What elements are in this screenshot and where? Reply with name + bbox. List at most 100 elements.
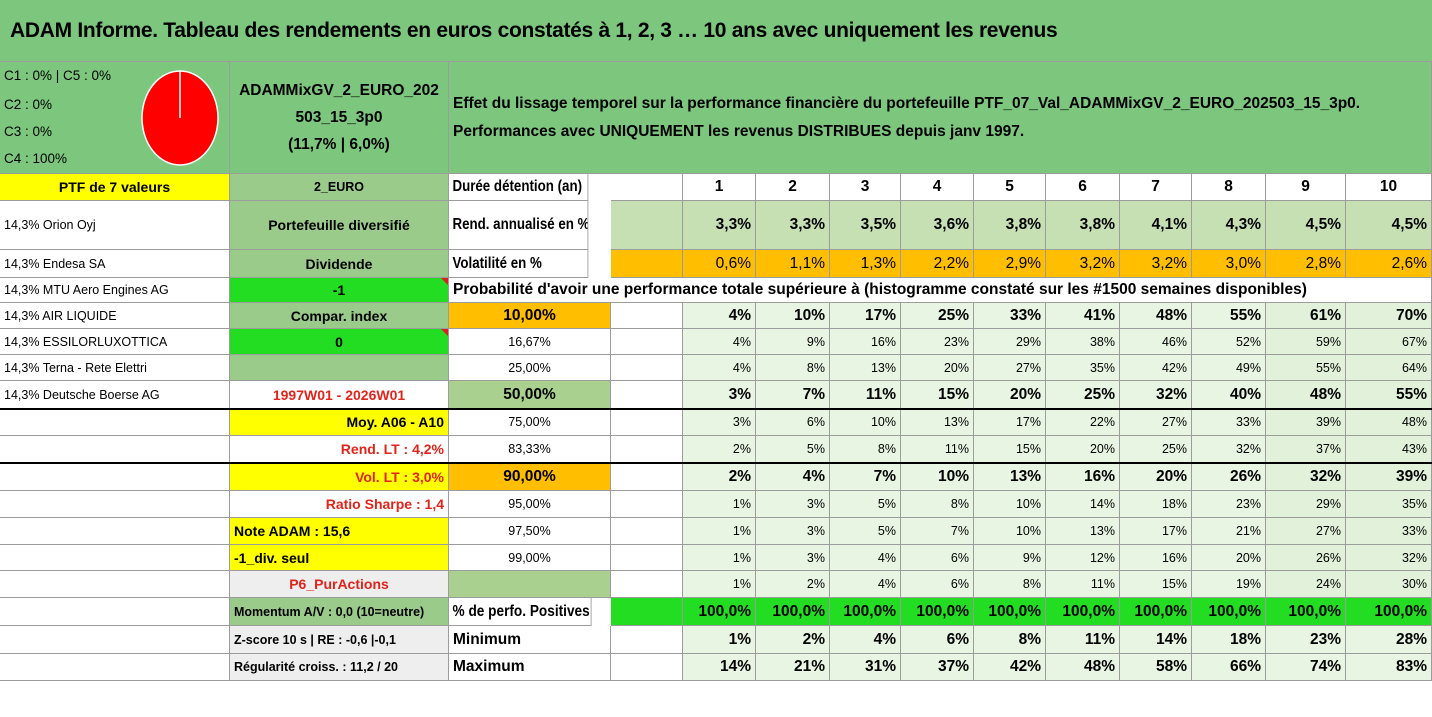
dividend-value-cell[interactable]: -1 (230, 278, 449, 303)
year-header-4[interactable]: 4 (901, 174, 974, 201)
prob-value-cell[interactable]: 3% (756, 491, 830, 518)
prob-value-cell[interactable]: 32% (1266, 463, 1346, 491)
prob-value-cell[interactable]: 27% (974, 355, 1046, 381)
rend-value-cell[interactable]: 4,5% (1346, 201, 1432, 250)
prob-value-cell[interactable]: 13% (974, 463, 1046, 491)
empty-cell[interactable] (611, 463, 683, 491)
pos-value-cell[interactable]: 100,0% (974, 598, 1046, 626)
pos-value-cell[interactable]: 100,0% (1046, 598, 1120, 626)
prob-value-cell[interactable]: 4% (756, 463, 830, 491)
pos-value-cell[interactable]: 100,0% (1266, 598, 1346, 626)
max-value-cell[interactable]: 48% (1046, 654, 1120, 681)
sharpe-cell[interactable]: Ratio Sharpe : 1,4 (230, 491, 449, 518)
vol-value-cell[interactable]: 1,1% (756, 250, 830, 278)
year-header-2[interactable]: 2 (756, 174, 830, 201)
min-value-cell[interactable]: 14% (1120, 626, 1192, 654)
prob-value-cell[interactable]: 70% (1346, 303, 1432, 329)
year-header-9[interactable]: 9 (1266, 174, 1346, 201)
pos-value-cell[interactable]: 100,0% (1120, 598, 1192, 626)
prob-value-cell[interactable]: 40% (1192, 381, 1266, 409)
prob-value-cell[interactable]: 10% (974, 491, 1046, 518)
prob-value-cell[interactable]: 4% (683, 303, 756, 329)
percentile-cell[interactable]: 95,00% (449, 491, 611, 518)
prob-value-cell[interactable]: 8% (974, 571, 1046, 598)
holding-6[interactable]: 14,3% Terna - Rete Elettri (0, 355, 230, 381)
prob-value-cell[interactable]: 21% (1192, 518, 1266, 545)
empty-cell[interactable] (611, 518, 683, 545)
prob-value-cell[interactable]: 17% (830, 303, 901, 329)
empty-cell[interactable] (449, 571, 611, 598)
prob-value-cell[interactable]: 61% (1266, 303, 1346, 329)
prob-value-cell[interactable]: 15% (901, 381, 974, 409)
vol-value-cell[interactable]: 2,6% (1346, 250, 1432, 278)
prob-value-cell[interactable]: 4% (830, 571, 901, 598)
empty-cell[interactable] (611, 654, 683, 681)
pos-value-cell[interactable]: 100,0% (756, 598, 830, 626)
prob-value-cell[interactable]: 5% (830, 518, 901, 545)
description-cell[interactable]: Effet du lissage temporel sur la perform… (449, 62, 1432, 174)
prob-value-cell[interactable]: 15% (1120, 571, 1192, 598)
empty-cell[interactable] (611, 545, 683, 571)
vol-value-cell[interactable]: 3,2% (1046, 250, 1120, 278)
note-adam-cell[interactable]: Note ADAM : 15,6 (230, 518, 449, 545)
min-value-cell[interactable]: 28% (1346, 626, 1432, 654)
prob-value-cell[interactable]: 23% (901, 329, 974, 355)
prob-value-cell[interactable]: 39% (1266, 409, 1346, 436)
max-value-cell[interactable]: 37% (901, 654, 974, 681)
prob-value-cell[interactable]: 22% (1046, 409, 1120, 436)
prob-value-cell[interactable]: 16% (830, 329, 901, 355)
prob-value-cell[interactable]: 33% (1346, 518, 1432, 545)
percentile-cell[interactable]: 99,00% (449, 545, 611, 571)
prob-value-cell[interactable]: 35% (1346, 491, 1432, 518)
p6-cell[interactable]: P6_PurActions (230, 571, 449, 598)
pos-value-cell[interactable]: 100,0% (1346, 598, 1432, 626)
pos-value-cell[interactable]: 100,0% (901, 598, 974, 626)
holding-4[interactable]: 14,3% AIR LIQUIDE (0, 303, 230, 329)
prob-value-cell[interactable]: 27% (1266, 518, 1346, 545)
rend-value-cell[interactable]: 4,5% (1266, 201, 1346, 250)
prob-value-cell[interactable]: 1% (683, 491, 756, 518)
empty-cell[interactable] (0, 409, 230, 436)
prob-value-cell[interactable]: 13% (1046, 518, 1120, 545)
empty-cell[interactable] (611, 174, 683, 201)
empty-cell[interactable] (611, 409, 683, 436)
prob-value-cell[interactable]: 55% (1266, 355, 1346, 381)
empty-cell[interactable] (0, 491, 230, 518)
percentile-cell[interactable]: 75,00% (449, 409, 611, 436)
max-label-cell[interactable]: Maximum (449, 654, 611, 681)
zscore-cell[interactable]: Z-score 10 s | RE : -0,6 |-0,1 (230, 626, 449, 654)
moy-cell[interactable]: Moy. A06 - A10 (230, 409, 449, 436)
empty-cell[interactable] (0, 571, 230, 598)
holding-5[interactable]: 14,3% ESSILORLUXOTTICA (0, 329, 230, 355)
year-header-1[interactable]: 1 (683, 174, 756, 201)
prob-value-cell[interactable]: 29% (974, 329, 1046, 355)
prob-value-cell[interactable]: 11% (901, 436, 974, 463)
prob-value-cell[interactable]: 24% (1266, 571, 1346, 598)
min-value-cell[interactable]: 11% (1046, 626, 1120, 654)
pos-value-cell[interactable]: 100,0% (1192, 598, 1266, 626)
max-value-cell[interactable]: 74% (1266, 654, 1346, 681)
prob-value-cell[interactable]: 10% (974, 518, 1046, 545)
prob-value-cell[interactable]: 4% (683, 329, 756, 355)
prob-value-cell[interactable]: 13% (830, 355, 901, 381)
compar-label-cell[interactable]: Compar. index (230, 303, 449, 329)
prob-value-cell[interactable]: 39% (1346, 463, 1432, 491)
max-value-cell[interactable]: 66% (1192, 654, 1266, 681)
prob-value-cell[interactable]: 18% (1120, 491, 1192, 518)
vol-lt-cell[interactable]: Vol. LT : 3,0% (230, 463, 449, 491)
prob-value-cell[interactable]: 3% (756, 545, 830, 571)
year-header-6[interactable]: 6 (1046, 174, 1120, 201)
rend-value-cell[interactable]: 3,5% (830, 201, 901, 250)
prob-value-cell[interactable]: 3% (756, 518, 830, 545)
prob-value-cell[interactable]: 8% (830, 436, 901, 463)
prob-value-cell[interactable]: 25% (901, 303, 974, 329)
rend-value-cell[interactable]: 3,8% (974, 201, 1046, 250)
prob-value-cell[interactable]: 20% (1120, 463, 1192, 491)
empty-cell[interactable] (0, 463, 230, 491)
prob-header-cell[interactable]: Probabilité d'avoir une performance tota… (449, 278, 1346, 303)
prob-value-cell[interactable]: 26% (1192, 463, 1266, 491)
prob-value-cell[interactable]: 64% (1346, 355, 1432, 381)
ptf-count-cell[interactable]: PTF de 7 valeurs (0, 174, 230, 201)
prob-value-cell[interactable]: 3% (683, 409, 756, 436)
prob-value-cell[interactable]: 9% (756, 329, 830, 355)
